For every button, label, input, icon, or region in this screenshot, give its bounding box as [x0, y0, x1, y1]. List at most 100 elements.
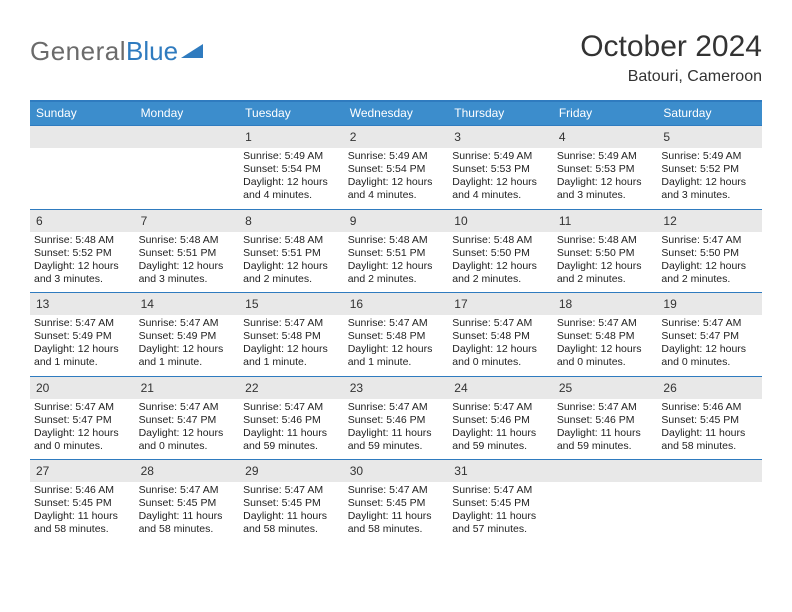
week-row: 1 Sunrise: 5:49 AM Sunset: 5:54 PM Daylight… [30, 125, 762, 209]
sunset-line: Sunset: 5:48 PM [452, 330, 549, 343]
daylight-line: Daylight: 12 hours and 3 minutes. [661, 176, 758, 202]
sunrise-line: Sunrise: 5:49 AM [348, 150, 445, 163]
day-number: 11 [559, 214, 571, 228]
day-of-week-label: Monday [135, 102, 240, 125]
sunrise-line: Sunrise: 5:47 AM [661, 317, 758, 330]
day-cell: 15Sunrise: 5:47 AMSunset: 5:48 PMDayligh… [239, 293, 344, 376]
daylight-line: Daylight: 11 hours and 57 minutes. [452, 510, 549, 536]
sunrise-line: Sunrise: 5:47 AM [34, 317, 131, 330]
sunset-line: Sunset: 5:47 PM [34, 414, 131, 427]
day-cell: 11Sunrise: 5:48 AMSunset: 5:50 PMDayligh… [553, 210, 658, 293]
day-cell: 28Sunrise: 5:47 AMSunset: 5:45 PMDayligh… [135, 460, 240, 543]
daynum-row: 14 [135, 293, 240, 315]
sunset-line: Sunset: 5:46 PM [557, 414, 654, 427]
daynum-row: 4 [553, 126, 658, 148]
day-number: 1 [245, 130, 252, 144]
day-cell: 7Sunrise: 5:48 AMSunset: 5:51 PMDaylight… [135, 210, 240, 293]
brand-part2: Blue [126, 36, 178, 67]
daynum-row-empty [135, 126, 240, 148]
day-of-week-label: Wednesday [344, 102, 449, 125]
daynum-row: 3 [448, 126, 553, 148]
sunset-line: Sunset: 5:50 PM [452, 247, 549, 260]
sunset-line: Sunset: 5:51 PM [139, 247, 236, 260]
day-cell: 16Sunrise: 5:47 AMSunset: 5:48 PMDayligh… [344, 293, 449, 376]
daynum-row: 25 [553, 377, 658, 399]
sunrise-line: Sunrise: 5:48 AM [452, 234, 549, 247]
day-number: 3 [454, 130, 461, 144]
day-number: 4 [559, 130, 566, 144]
daylight-line: Daylight: 11 hours and 58 minutes. [34, 510, 131, 536]
brand-logo: GeneralBlue [30, 36, 207, 67]
daylight-line: Daylight: 11 hours and 58 minutes. [348, 510, 445, 536]
daylight-line: Daylight: 11 hours and 58 minutes. [139, 510, 236, 536]
sunset-line: Sunset: 5:47 PM [661, 330, 758, 343]
day-number: 12 [663, 214, 676, 228]
daynum-row: 24 [448, 377, 553, 399]
sunrise-line: Sunrise: 5:46 AM [34, 484, 131, 497]
daynum-row: 12 [657, 210, 762, 232]
day-cell: 29Sunrise: 5:47 AMSunset: 5:45 PMDayligh… [239, 460, 344, 543]
day-of-week-label: Sunday [30, 102, 135, 125]
day-cell: 8Sunrise: 5:48 AMSunset: 5:51 PMDaylight… [239, 210, 344, 293]
daynum-row: 18 [553, 293, 658, 315]
sunset-line: Sunset: 5:45 PM [348, 497, 445, 510]
day-number: 19 [663, 297, 676, 311]
sunrise-line: Sunrise: 5:48 AM [557, 234, 654, 247]
sunrise-line: Sunrise: 5:47 AM [452, 401, 549, 414]
sunset-line: Sunset: 5:48 PM [348, 330, 445, 343]
daynum-row: 30 [344, 460, 449, 482]
day-cell: 9Sunrise: 5:48 AMSunset: 5:51 PMDaylight… [344, 210, 449, 293]
sunrise-line: Sunrise: 5:47 AM [139, 484, 236, 497]
daylight-line: Daylight: 12 hours and 0 minutes. [139, 427, 236, 453]
day-cell: 3Sunrise: 5:49 AMSunset: 5:53 PMDaylight… [448, 126, 553, 209]
sunset-line: Sunset: 5:45 PM [243, 497, 340, 510]
daynum-row: 16 [344, 293, 449, 315]
sunrise-line: Sunrise: 5:47 AM [452, 317, 549, 330]
sunset-line: Sunset: 5:48 PM [557, 330, 654, 343]
sunrise-line: Sunrise: 5:47 AM [139, 401, 236, 414]
empty-cell [135, 126, 240, 209]
daylight-line: Daylight: 11 hours and 59 minutes. [452, 427, 549, 453]
daynum-row: 6 [30, 210, 135, 232]
daynum-row: 1 [239, 126, 344, 148]
day-of-week-label: Friday [553, 102, 658, 125]
daylight-line: Daylight: 12 hours and 3 minutes. [139, 260, 236, 286]
day-number: 15 [245, 297, 258, 311]
daynum-row: 20 [30, 377, 135, 399]
day-cell: 25 Sunrise: 5:47 AMSunset: 5:46 PMDayligh… [553, 377, 658, 460]
sunrise-line: Sunrise: 5:47 AM [139, 317, 236, 330]
daynum-row: 7 [135, 210, 240, 232]
sunrise-line: Sunrise: 5:47 AM [661, 234, 758, 247]
day-cell: 30Sunrise: 5:47 AMSunset: 5:45 PMDayligh… [344, 460, 449, 543]
day-number: 23 [350, 381, 363, 395]
sunrise-line: Sunrise: 5:47 AM [348, 317, 445, 330]
sunset-line: Sunset: 5:46 PM [452, 414, 549, 427]
daylight-line: Daylight: 12 hours and 1 minute. [34, 343, 131, 369]
day-number: 9 [350, 214, 357, 228]
day-cell: 6Sunrise: 5:48 AMSunset: 5:52 PMDaylight… [30, 210, 135, 293]
sunrise-line: Sunrise: 5:47 AM [557, 317, 654, 330]
sunset-line: Sunset: 5:54 PM [243, 163, 340, 176]
day-number: 8 [245, 214, 252, 228]
sunrise-line: Sunrise: 5:48 AM [348, 234, 445, 247]
daynum-row-empty [30, 126, 135, 148]
empty-cell [657, 460, 762, 543]
daylight-line: Daylight: 12 hours and 0 minutes. [452, 343, 549, 369]
daylight-line: Daylight: 12 hours and 0 minutes. [557, 343, 654, 369]
sunset-line: Sunset: 5:49 PM [139, 330, 236, 343]
day-number: 14 [141, 297, 154, 311]
day-number: 5 [663, 130, 670, 144]
daynum-row: 5 [657, 126, 762, 148]
daylight-line: Daylight: 12 hours and 4 minutes. [452, 176, 549, 202]
daylight-line: Daylight: 11 hours and 59 minutes. [557, 427, 654, 453]
sunrise-line: Sunrise: 5:47 AM [557, 401, 654, 414]
sunrise-line: Sunrise: 5:47 AM [34, 401, 131, 414]
title-block: October 2024 Batouri, Cameroon [580, 30, 762, 86]
day-number: 30 [350, 464, 363, 478]
weeks-container: 1 Sunrise: 5:49 AM Sunset: 5:54 PM Daylight… [30, 125, 762, 543]
daynum-row: 9 [344, 210, 449, 232]
week-row: 6Sunrise: 5:48 AMSunset: 5:52 PMDaylight… [30, 209, 762, 293]
sunset-line: Sunset: 5:50 PM [557, 247, 654, 260]
sunrise-line: Sunrise: 5:47 AM [348, 401, 445, 414]
sunset-line: Sunset: 5:47 PM [139, 414, 236, 427]
